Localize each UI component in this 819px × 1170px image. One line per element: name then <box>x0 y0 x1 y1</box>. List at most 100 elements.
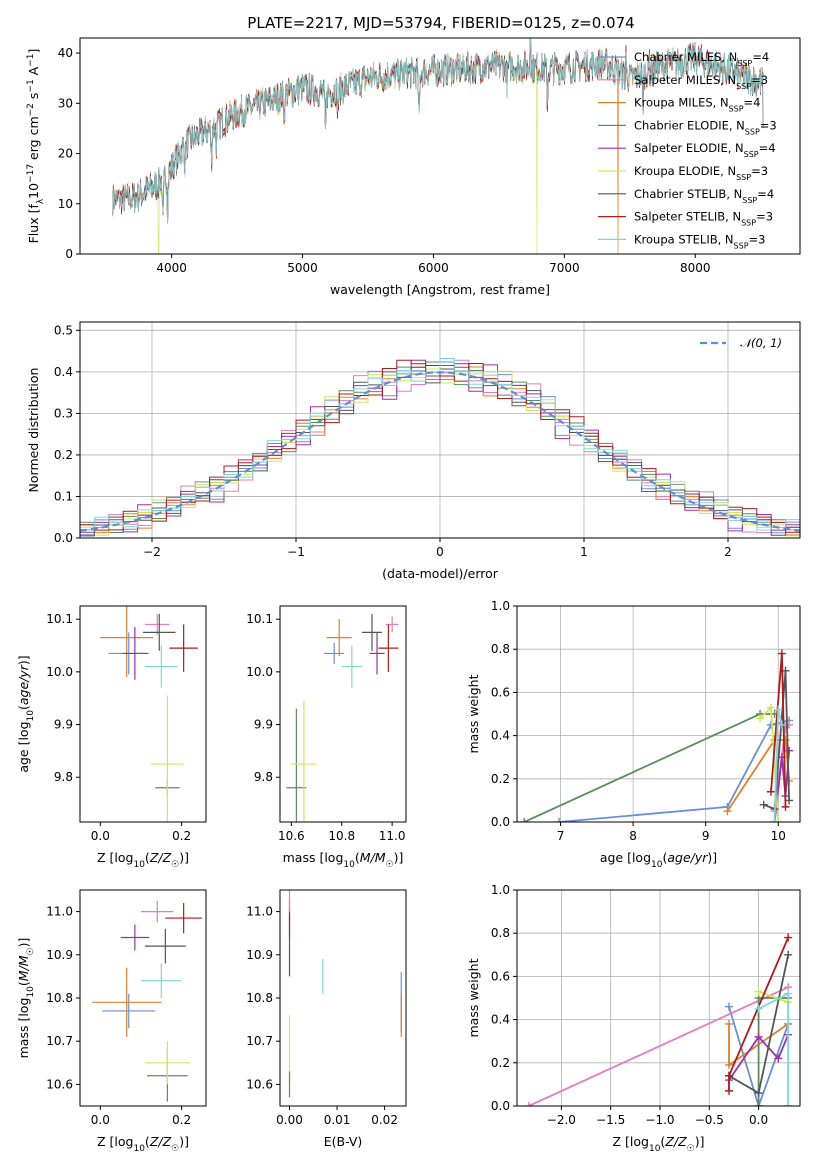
y-tick-label: 10.7 <box>246 1034 273 1048</box>
x-tick-label: −2.0 <box>547 1113 576 1127</box>
y-tick-label: 11.0 <box>46 905 73 919</box>
series-line <box>528 986 789 1106</box>
y-tick-label: 9.8 <box>54 770 73 784</box>
series-marker <box>725 1071 734 1080</box>
series-line <box>758 990 790 1106</box>
series-marker <box>774 818 783 822</box>
legend-label: Salpeter MILES, NSSP=3 <box>634 73 768 91</box>
y-tick-label: 0.3 <box>54 406 73 420</box>
series-marker <box>777 649 786 658</box>
y-tick-label: 0.4 <box>491 1013 510 1027</box>
legend-label: Salpeter STELIB, NSSP=3 <box>634 210 773 228</box>
series-line <box>523 713 775 822</box>
plot-area <box>112 38 764 254</box>
series-marker <box>759 800 768 809</box>
y-tick-label: 10 <box>58 197 73 211</box>
y-tick-label: 0.2 <box>54 448 73 462</box>
x-tick-label: −2 <box>143 545 161 559</box>
series-marker <box>777 720 786 729</box>
y-axis-label: age [log10(age/yr)] <box>16 655 36 772</box>
y-tick-label: 10.9 <box>246 948 273 962</box>
x-tick-label: 10.8 <box>328 829 355 843</box>
y-tick-label: 10.0 <box>46 665 73 679</box>
plot-area <box>520 649 794 822</box>
y-tick-label: 0.4 <box>491 729 510 743</box>
legend-label: Chabrier MILES, NSSP=4 <box>634 50 769 68</box>
x-tick-label: 10.6 <box>278 829 305 843</box>
x-tick-label: 0.2 <box>172 1113 191 1127</box>
x-axis-label: Z [log10(Z/Z☉)] <box>613 1134 705 1154</box>
series-marker <box>754 987 763 996</box>
series-marker <box>725 1060 734 1069</box>
x-tick-label: 0.01 <box>324 1113 351 1127</box>
axes-age-vs-Z: 0.0 0.2 9.8 9.9 10.0 10.1 Z [log10(Z/Z☉)] age [… <box>16 605 207 870</box>
y-tick-label: 0.2 <box>491 1056 510 1070</box>
axes-massweight-vs-age: 7 8 9 10 0.0 0.2 0.4 0.6 0.8 1.0 mass weight age [l… <box>466 599 801 870</box>
series-marker <box>524 1102 533 1106</box>
x-tick-label: 0.0 <box>91 829 110 843</box>
series-marker <box>754 1032 763 1041</box>
x-tick-label: 0 <box>436 545 444 559</box>
series-marker <box>725 1019 734 1028</box>
series-marker <box>785 746 794 755</box>
series-marker <box>784 989 793 998</box>
axes-massweight-vs-Z: −2.0 −1.5 −1.0 −0.5 0.0 0.0 0.2 0.4 0.6 0.8 1.0 mas… <box>466 883 801 1154</box>
y-tick-label: 10.8 <box>46 991 73 1005</box>
x-tick-label: 11.0 <box>379 829 406 843</box>
legend-spectrum: Chabrier MILES, NSSP=4 Salpeter MILES, NS… <box>598 50 777 250</box>
y-tick-label: 0.0 <box>491 1099 510 1113</box>
series-line <box>559 719 790 822</box>
y-tick-label: 0 <box>65 247 73 261</box>
series-line <box>728 1006 790 1106</box>
x-tick-label: 2 <box>724 545 732 559</box>
y-tick-label: 9.9 <box>54 718 73 732</box>
y-tick-label: 10.8 <box>246 991 273 1005</box>
axes-frame <box>516 889 801 1107</box>
axes-mass-vs-EBV: 0.00 0.01 0.02 10.6 10.7 10.8 10.9 11.0 E(B-V) <box>246 889 407 1149</box>
y-tick-label: 10.0 <box>246 665 273 679</box>
legend-label: Chabrier ELODIE, NSSP=3 <box>634 118 777 136</box>
x-tick-label: 4000 <box>156 261 187 275</box>
series-marker <box>766 720 775 729</box>
plot-area <box>92 900 202 1102</box>
y-tick-label: 0.5 <box>54 323 73 337</box>
series-line <box>773 750 790 822</box>
legend-hist: 𝒩(0, 1) <box>700 336 782 350</box>
axes-layer: 4000 5000 6000 7000 8000010203040wavelength … <box>16 37 801 1154</box>
y-axis-label: Flux [fλ10−17 erg cm−2 s−1 A−1] <box>26 49 46 244</box>
series-marker <box>766 787 775 796</box>
x-axis-label: Z [log10(Z/Z☉)] <box>97 1134 189 1154</box>
x-tick-label: 0.00 <box>276 1113 303 1127</box>
y-tick-label: 9.8 <box>254 770 273 784</box>
series-marker <box>770 818 779 822</box>
y-tick-label: 9.9 <box>254 718 273 732</box>
y-axis-label: mass [log10(M/M☉)] <box>16 938 36 1059</box>
y-tick-label: 10.1 <box>246 612 273 626</box>
plot-area <box>80 358 800 537</box>
series-marker <box>725 1002 734 1011</box>
y-tick-label: 10.7 <box>46 1034 73 1048</box>
normal-curve <box>80 371 800 532</box>
series-marker <box>774 705 783 714</box>
plot-area <box>524 933 793 1106</box>
plot-area <box>100 606 198 822</box>
x-tick-label: 0.2 <box>172 829 191 843</box>
axes-frame <box>516 605 801 823</box>
legend-label: Kroupa MILES, NSSP=4 <box>634 96 760 114</box>
y-tick-label: 0.0 <box>491 815 510 829</box>
figure-title: PLATE=2217, MJD=53794, FIBERID=0125, z=0… <box>247 14 634 32</box>
x-tick-label: −1.5 <box>596 1113 625 1127</box>
plot-area <box>288 890 402 1098</box>
x-axis-label: E(B-V) <box>324 1134 363 1149</box>
axes-residuals: −2 −1 0 1 2 0.0 0.1 0.2 0.3 0.4 0.5 (data-model)/er… <box>26 321 801 581</box>
x-tick-label: 9 <box>702 829 710 843</box>
axes-age-vs-mass: 10.6 10.8 11.0 9.8 9.9 10.0 10.1 mass [log10(M/… <box>246 605 407 870</box>
x-tick-label: 6000 <box>418 261 449 275</box>
x-tick-label: −0.5 <box>695 1113 724 1127</box>
series-marker <box>725 1086 734 1095</box>
x-tick-label: −1 <box>287 545 305 559</box>
legend-label: Kroupa ELODIE, NSSP=3 <box>634 164 768 182</box>
y-axis-label: Normed distribution <box>26 368 41 493</box>
y-tick-label: 10.1 <box>46 612 73 626</box>
